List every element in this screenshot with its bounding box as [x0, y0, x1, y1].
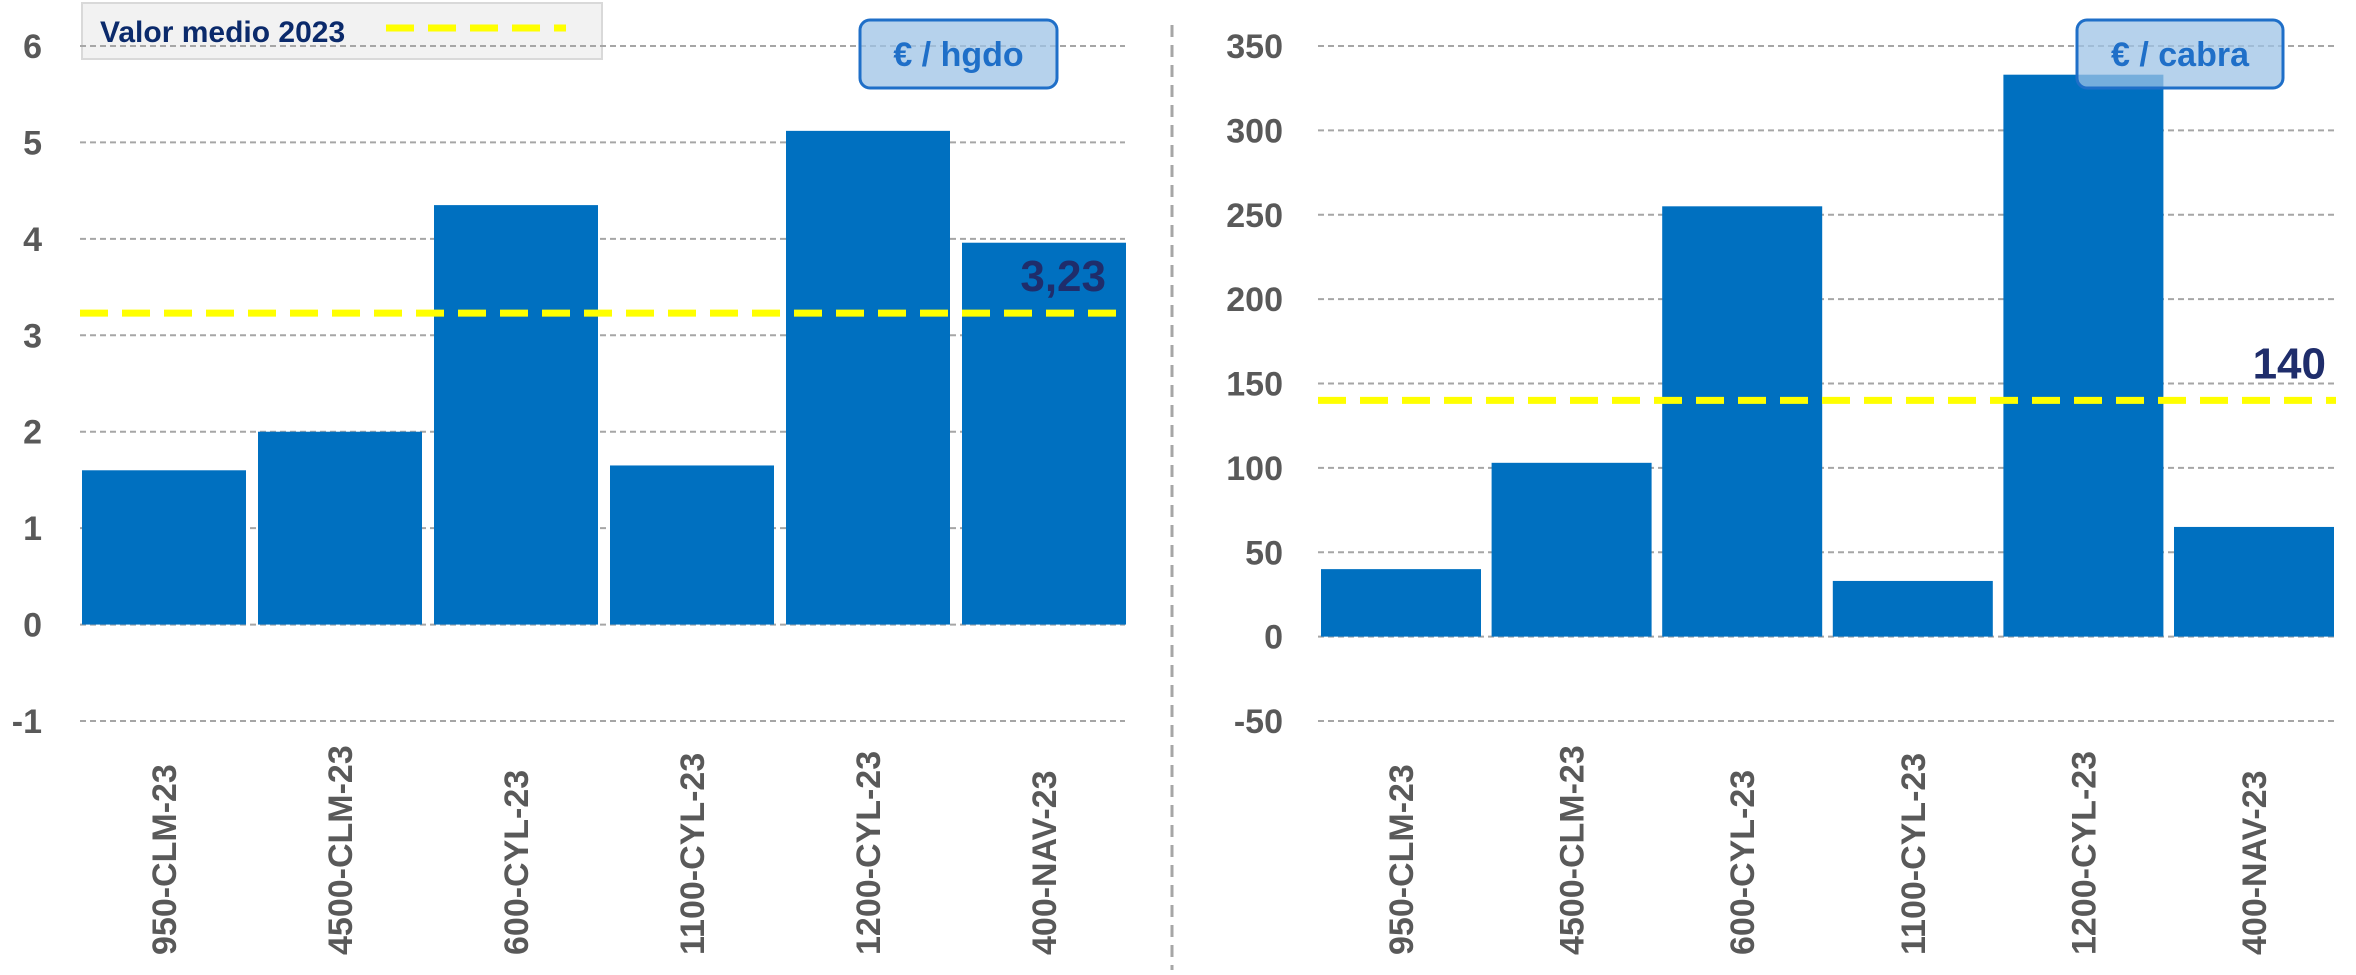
- bar: [1832, 580, 1993, 637]
- y-tick-label: 300: [1226, 112, 1283, 150]
- legend: Valor medio 2023: [81, 2, 603, 60]
- y-tick-label: -1: [12, 703, 42, 741]
- x-category-label: 400-NAV-23: [2236, 770, 2274, 955]
- y-tick-label: 200: [1226, 281, 1283, 319]
- unit-box: [858, 18, 1059, 90]
- bar: [2174, 526, 2334, 637]
- y-tick-label: 4: [23, 221, 42, 259]
- x-category-label: 950-CLM-23: [146, 764, 184, 955]
- y-tick-label: 150: [1226, 366, 1283, 404]
- y-tick-label: 350: [1226, 28, 1283, 66]
- mean-value-label: 140: [2253, 339, 2326, 388]
- bar: [434, 205, 598, 625]
- y-tick-label: 0: [23, 607, 42, 645]
- x-category-label: 4500-CLM-23: [1554, 745, 1592, 955]
- chart-euro-per-cabra: -50 0 50 100 150 200 250 300 350 950-CLM-23 4500-C…: [1226, 18, 2336, 955]
- unit-box: [2075, 18, 2285, 90]
- unit-label: € / hgdo: [893, 36, 1023, 74]
- x-category-label: 1100-CYL-23: [674, 753, 712, 955]
- x-category-label: 1200-CYL-23: [2065, 751, 2103, 955]
- y-tick-label: 50: [1245, 534, 1283, 572]
- chart-euro-per-hgdo: -1 0 1 2 3 4 5 6 950-CLM-23 4500-CLM-23 600-CYL-23…: [12, 18, 1126, 955]
- y-tick-label: 6: [23, 28, 42, 66]
- x-category-label: 1200-CYL-23: [850, 751, 888, 955]
- x-category-label: 950-CLM-23: [1383, 764, 1421, 955]
- x-category-label: 4500-CLM-23: [322, 745, 360, 955]
- bar: [962, 242, 1126, 625]
- y-tick-label: -50: [1234, 703, 1283, 741]
- bar: [2003, 74, 2164, 637]
- bar: [610, 465, 774, 625]
- x-category-label: 600-CYL-23: [1724, 770, 1762, 955]
- bar: [1321, 569, 1481, 637]
- bar: [82, 470, 246, 625]
- y-tick-label: 1: [23, 510, 42, 548]
- legend-label: Valor medio 2023: [100, 16, 345, 49]
- y-tick-label: 0: [1264, 619, 1283, 657]
- bar: [258, 431, 422, 625]
- x-category-label: 600-CYL-23: [498, 770, 536, 955]
- mean-value-label: 3,23: [1020, 252, 1106, 301]
- unit-label: € / cabra: [2111, 36, 2250, 74]
- bar: [1662, 206, 1823, 637]
- x-category-label: 400-NAV-23: [1026, 770, 1064, 955]
- y-tick-label: 100: [1226, 450, 1283, 488]
- y-tick-label: 3: [23, 317, 42, 355]
- y-tick-label: 2: [23, 414, 42, 452]
- legend-box: [81, 2, 603, 60]
- bar: [1491, 462, 1652, 637]
- bar: [786, 130, 950, 625]
- y-tick-label: 250: [1226, 197, 1283, 235]
- y-tick-label: 5: [23, 124, 42, 162]
- x-category-label: 1100-CYL-23: [1895, 753, 1933, 955]
